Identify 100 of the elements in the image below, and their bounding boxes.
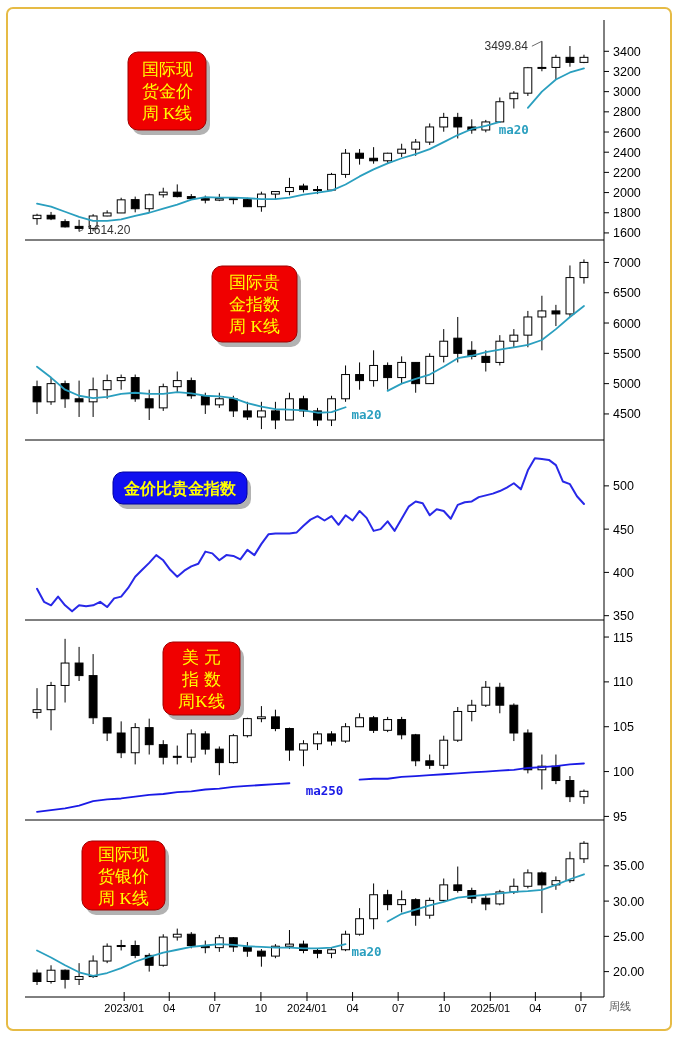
y-tick-label: 5500 — [613, 346, 641, 361]
y-tick-label: 2000 — [613, 186, 641, 201]
candlestick — [439, 112, 449, 133]
candlestick — [144, 718, 154, 756]
y-tick-label: 3000 — [613, 85, 641, 100]
y-tick-label: 35.00 — [613, 859, 645, 874]
candlestick — [565, 775, 575, 803]
y-tick-label: 105 — [613, 720, 634, 735]
y-tick-label: 100 — [613, 765, 634, 780]
candlestick — [579, 840, 589, 864]
y-tick-label: 20.00 — [613, 965, 645, 980]
candlestick — [355, 907, 364, 937]
candlestick — [74, 646, 84, 682]
y-tick-label: 2600 — [613, 125, 641, 140]
y-tick-label: 5000 — [613, 377, 641, 392]
candlestick — [32, 213, 42, 226]
x-tick-label: 2023/01 — [104, 1002, 145, 1014]
y-tick-label: 3400 — [613, 44, 641, 59]
annotation: 3499.84 — [484, 39, 529, 54]
y-tick-label: 450 — [613, 522, 634, 537]
candlestick — [551, 54, 561, 81]
candlestick — [565, 851, 575, 884]
y-tick-label: 30.00 — [613, 894, 645, 909]
candlestick — [144, 389, 154, 421]
candlestick — [186, 728, 196, 764]
candlestick — [271, 401, 280, 430]
y-tick-label: 6000 — [613, 316, 641, 331]
x-tick-label: 10 — [438, 1002, 451, 1014]
text: 美 元指 数周K线 — [178, 647, 225, 711]
candlestick — [369, 349, 379, 388]
candlestick — [341, 722, 350, 744]
candlestick — [453, 316, 463, 363]
y-tick-label: 1600 — [613, 226, 641, 241]
candlestick — [102, 374, 112, 400]
candlestick — [116, 720, 126, 759]
candlestick — [579, 258, 589, 285]
y-tick-label: 500 — [613, 479, 634, 494]
y-tick-label: 2200 — [613, 165, 641, 180]
x-tick-label: 04 — [163, 1002, 176, 1014]
candlestick — [467, 699, 477, 722]
line-series — [36, 457, 585, 613]
candlestick — [200, 730, 210, 756]
candlestick — [481, 349, 491, 373]
candlestick — [214, 745, 224, 776]
series-label: ma250 — [305, 783, 344, 799]
candlestick — [537, 40, 547, 72]
text: 国际现货银价周 K线 — [98, 844, 149, 908]
y-tick-label: 2800 — [613, 105, 641, 120]
candlestick — [355, 361, 364, 391]
candlestick — [383, 361, 393, 391]
candlestick — [551, 304, 561, 327]
candlestick — [453, 866, 463, 894]
candlestick — [313, 730, 322, 751]
candlestick — [102, 717, 112, 742]
candlestick — [537, 870, 547, 914]
candlestick — [172, 745, 182, 765]
candlestick — [299, 739, 308, 767]
y-tick-label: 1800 — [613, 206, 641, 221]
x-tick-label: 2024/01 — [287, 1002, 327, 1014]
y-tick-label: 115 — [613, 630, 633, 645]
x-tick-label: 10 — [254, 1002, 268, 1014]
candlestick — [565, 45, 575, 68]
candlestick — [495, 97, 505, 124]
y-tick-label: 7000 — [613, 255, 641, 270]
x-tick-label: 04 — [529, 1002, 542, 1014]
y-tick-label: 110 — [613, 675, 633, 690]
candlestick — [74, 380, 84, 418]
candlestick — [172, 371, 182, 394]
candlestick — [341, 148, 350, 179]
x-tick-label: 07 — [208, 1002, 221, 1014]
candlestick — [228, 395, 238, 418]
y-tick-label: 95 — [613, 809, 627, 824]
y-tick-label: 6500 — [613, 286, 641, 301]
candlestick — [46, 377, 56, 406]
series-label: ma20 — [498, 121, 529, 137]
candlestick — [495, 682, 505, 714]
candlestick — [397, 890, 407, 913]
y-tick-label: 400 — [613, 565, 634, 580]
text: 国际贵金指数周 K线 — [229, 273, 280, 337]
candlestick — [285, 392, 294, 421]
text: 国际现货金价周 K线 — [141, 60, 193, 124]
candlestick — [383, 889, 393, 911]
candlestick — [509, 328, 519, 348]
x-tick-label: 07 — [574, 1002, 588, 1014]
candlestick — [551, 754, 561, 785]
candlestick — [60, 638, 70, 704]
candlestick — [60, 969, 70, 990]
candlestick — [397, 716, 407, 740]
candlestick — [32, 380, 42, 415]
y-tick-label: 4500 — [613, 407, 641, 422]
y-tick-label: 2400 — [613, 145, 641, 160]
series-label: ma20 — [351, 407, 382, 423]
text: 周线 — [609, 1000, 631, 1012]
x-tick-label: 04 — [346, 1002, 359, 1014]
candlestick — [46, 964, 56, 985]
x-tick-label: 07 — [392, 1002, 405, 1014]
candlestick — [88, 954, 98, 979]
candlestick — [397, 355, 407, 385]
candlestick — [285, 727, 294, 762]
candlestick — [453, 112, 463, 139]
